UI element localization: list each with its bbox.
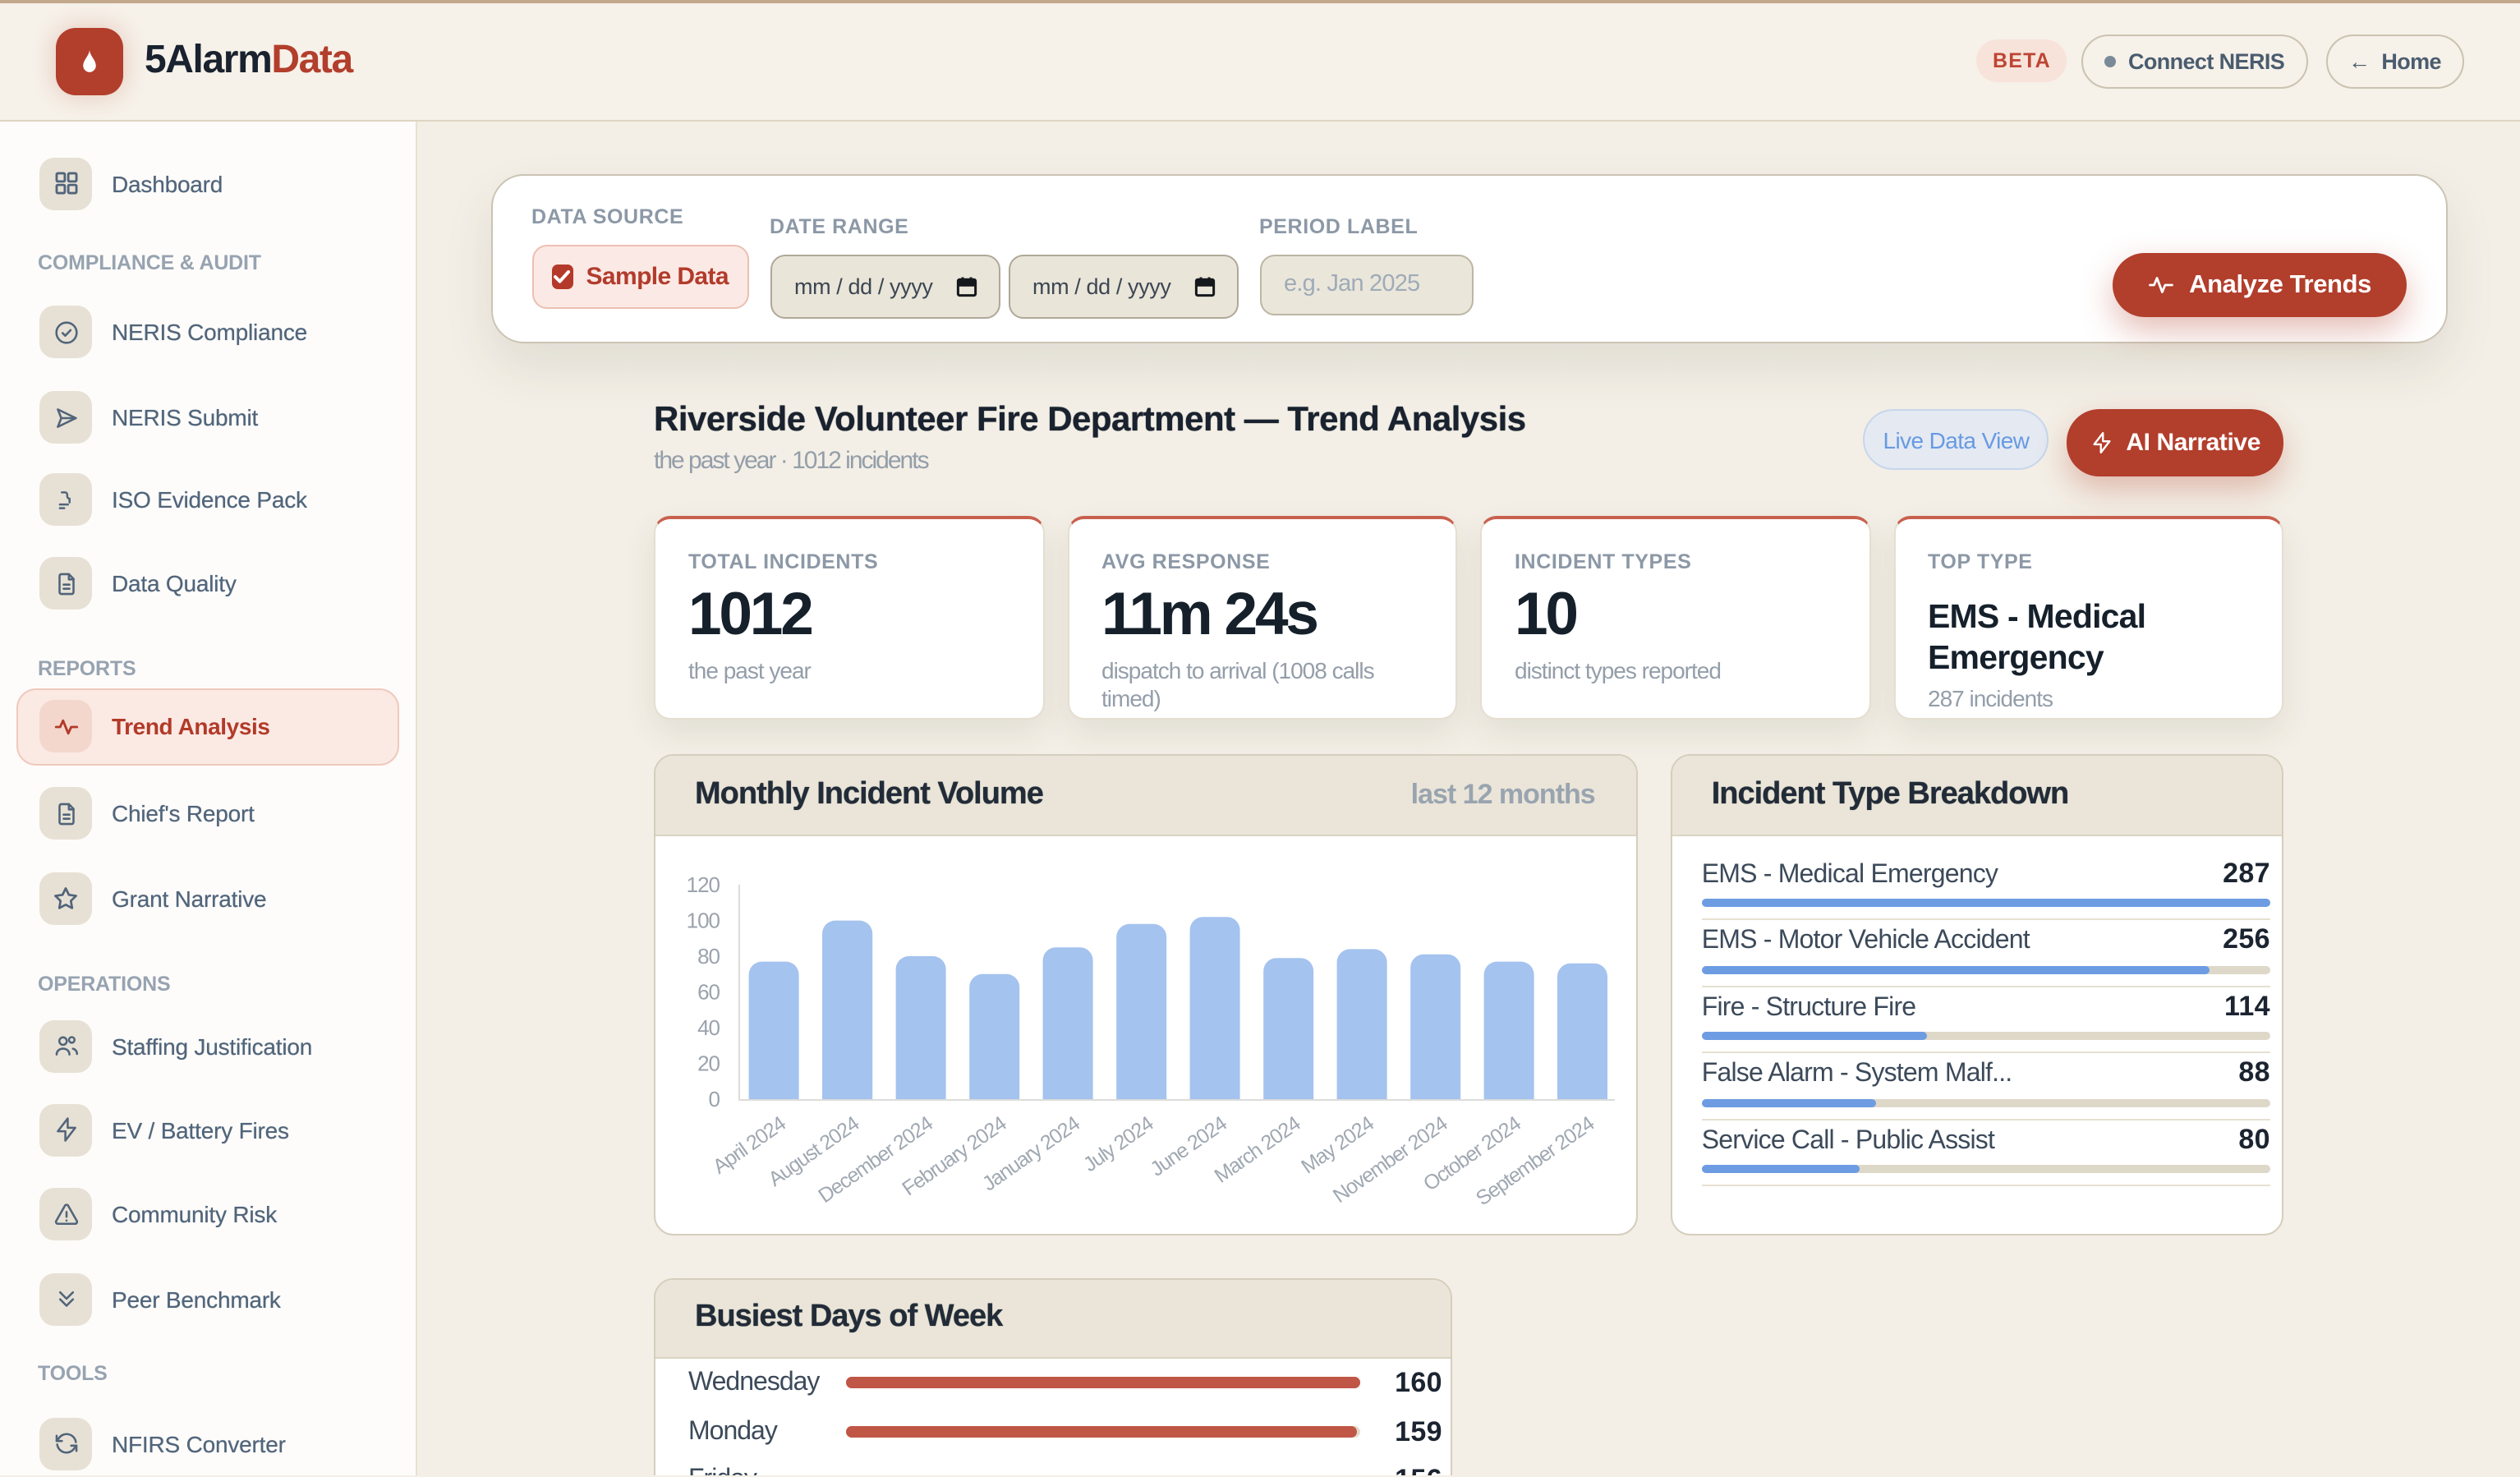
svg-text:100: 100: [687, 908, 720, 932]
svg-text:120: 120: [687, 872, 720, 896]
svg-text:0: 0: [709, 1086, 720, 1111]
svg-text:July 2024: July 2024: [1079, 1111, 1158, 1176]
svg-text:60: 60: [697, 978, 720, 1003]
svg-text:40: 40: [697, 1015, 720, 1039]
svg-text:20: 20: [697, 1051, 720, 1075]
svg-text:80: 80: [697, 943, 720, 968]
